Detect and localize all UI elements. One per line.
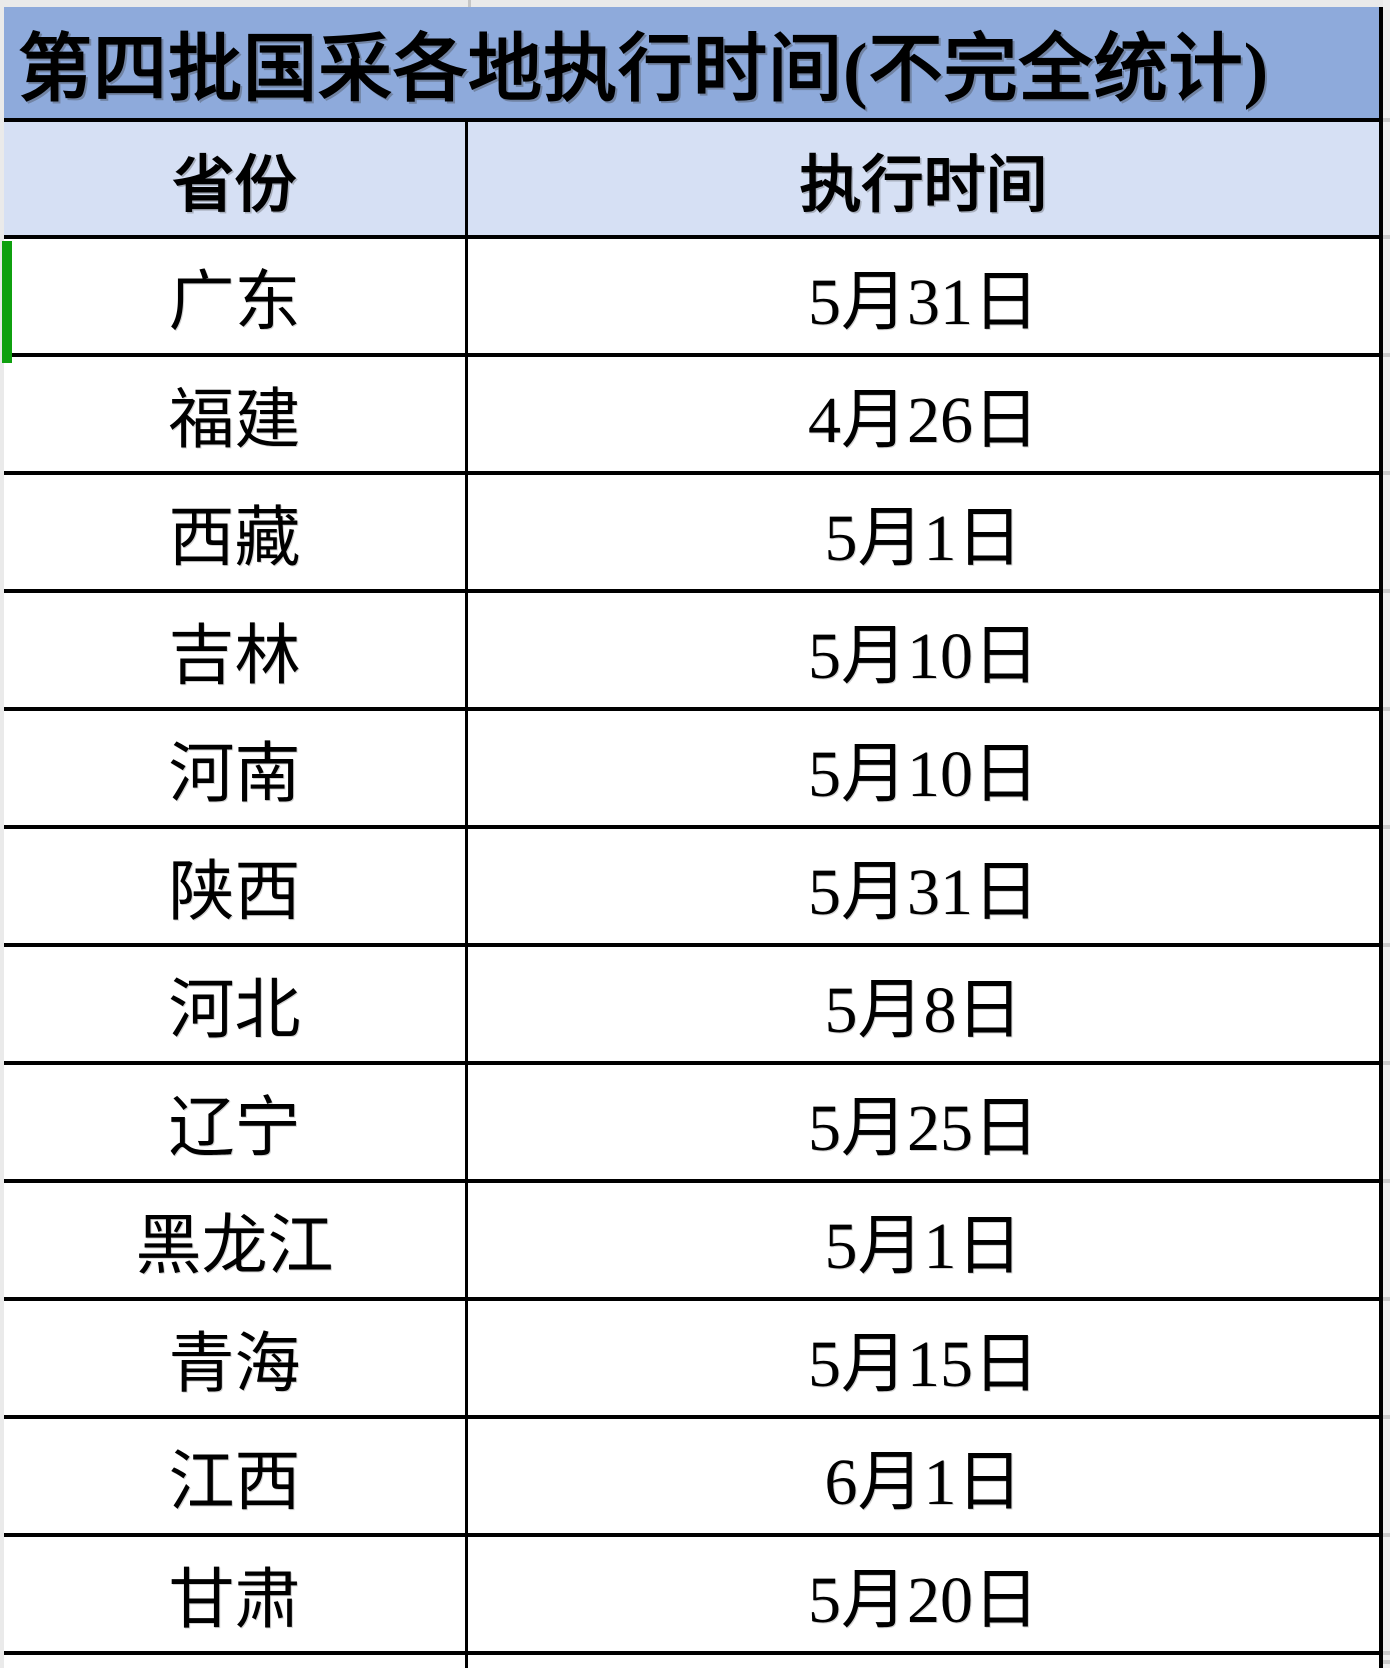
table-row: 辽宁 5月25日 bbox=[4, 1065, 1379, 1183]
cell-date[interactable]: 5月10日 bbox=[808, 738, 1039, 811]
header-row: 省份 执行时间 bbox=[4, 122, 1379, 239]
gridline-stub bbox=[1383, 1660, 1390, 1664]
page-margin-right bbox=[1383, 0, 1390, 1668]
cell-date[interactable]: 5月10日 bbox=[808, 620, 1039, 693]
gridline-stub bbox=[1383, 589, 1390, 593]
selected-cell-indicator bbox=[2, 241, 12, 363]
header-label-province: 省份 bbox=[172, 151, 297, 220]
header-label-time: 执行时间 bbox=[799, 151, 1048, 220]
table-row: 河北 5月8日 bbox=[4, 947, 1379, 1065]
procurement-table: 第四批国采各地执行时间(不完全统计) 省份 执行时间 广东 5月31日 福建 4… bbox=[4, 7, 1383, 1668]
cell-province[interactable]: 西藏 bbox=[4, 475, 468, 589]
table-row: 福建 4月26日 bbox=[4, 357, 1379, 475]
cell-date[interactable]: 5月25日 bbox=[808, 1092, 1039, 1165]
gridline-stub bbox=[1383, 353, 1390, 357]
cell-province[interactable]: 广东 bbox=[4, 239, 468, 353]
cell-province[interactable]: 甘肃 bbox=[4, 1537, 468, 1651]
table-row: 广东 5月31日 bbox=[4, 239, 1379, 357]
table-row: 青海 5月15日 bbox=[4, 1301, 1379, 1419]
gridline-stub bbox=[1383, 1533, 1390, 1537]
gridline-stub bbox=[1383, 943, 1390, 947]
cell-date[interactable]: 5月31日 bbox=[808, 856, 1039, 929]
gridline-stub bbox=[1383, 1651, 1390, 1655]
page-margin-left bbox=[0, 0, 4, 1668]
cell-date[interactable]: 6月1日 bbox=[824, 1446, 1023, 1519]
cell-province[interactable]: 江西 bbox=[4, 1419, 468, 1533]
cell-date[interactable]: 4月26日 bbox=[808, 384, 1039, 457]
gridline-stub bbox=[1383, 707, 1390, 711]
table-title-cell[interactable]: 第四批国采各地执行时间(不完全统计) bbox=[4, 7, 1379, 122]
table-row: 吉林 5月10日 bbox=[4, 593, 1379, 711]
cell-province[interactable]: 吉林 bbox=[4, 593, 468, 707]
gridline-stub bbox=[1383, 118, 1390, 122]
table-row: 西藏 5月1日 bbox=[4, 475, 1379, 593]
gridline-stub bbox=[1383, 825, 1390, 829]
gridline-stub bbox=[1383, 1415, 1390, 1419]
gridline-stub bbox=[1383, 1061, 1390, 1065]
cell-date[interactable]: 5月1日 bbox=[824, 1210, 1023, 1283]
cell-province[interactable]: 河北 bbox=[4, 947, 468, 1061]
gridline-stub bbox=[1383, 471, 1390, 475]
gridline-stub bbox=[1383, 1297, 1390, 1301]
cell-date[interactable]: 5月15日 bbox=[808, 1328, 1039, 1401]
cell-province[interactable]: 黑龙江 bbox=[4, 1183, 468, 1297]
gridline-stub bbox=[468, 0, 471, 7]
cell-province[interactable]: 河南 bbox=[4, 711, 468, 825]
cell-date[interactable]: 5月20日 bbox=[808, 1564, 1039, 1637]
partial-next-row bbox=[4, 1655, 1379, 1668]
table-title: 第四批国采各地执行时间(不完全统计) bbox=[18, 29, 1270, 111]
cell-province[interactable]: 青海 bbox=[4, 1301, 468, 1415]
cell-date[interactable]: 5月1日 bbox=[824, 502, 1023, 575]
cell-date[interactable]: 5月8日 bbox=[824, 974, 1023, 1047]
gridline-stub bbox=[1383, 1179, 1390, 1183]
table-row: 甘肃 5月20日 bbox=[4, 1537, 1379, 1655]
header-cell-time[interactable]: 执行时间 bbox=[468, 122, 1379, 235]
table-row: 黑龙江 5月1日 bbox=[4, 1183, 1379, 1301]
cell-province[interactable]: 福建 bbox=[4, 357, 468, 471]
table-row: 江西 6月1日 bbox=[4, 1419, 1379, 1537]
table-row: 陕西 5月31日 bbox=[4, 829, 1379, 947]
cell-date[interactable]: 5月31日 bbox=[808, 266, 1039, 339]
cell-province[interactable]: 辽宁 bbox=[4, 1065, 468, 1179]
header-cell-province[interactable]: 省份 bbox=[4, 122, 468, 235]
table-row: 河南 5月10日 bbox=[4, 711, 1379, 829]
page-margin-top bbox=[0, 0, 1390, 7]
cell-province[interactable]: 陕西 bbox=[4, 829, 468, 943]
gridline-stub bbox=[1383, 235, 1390, 239]
